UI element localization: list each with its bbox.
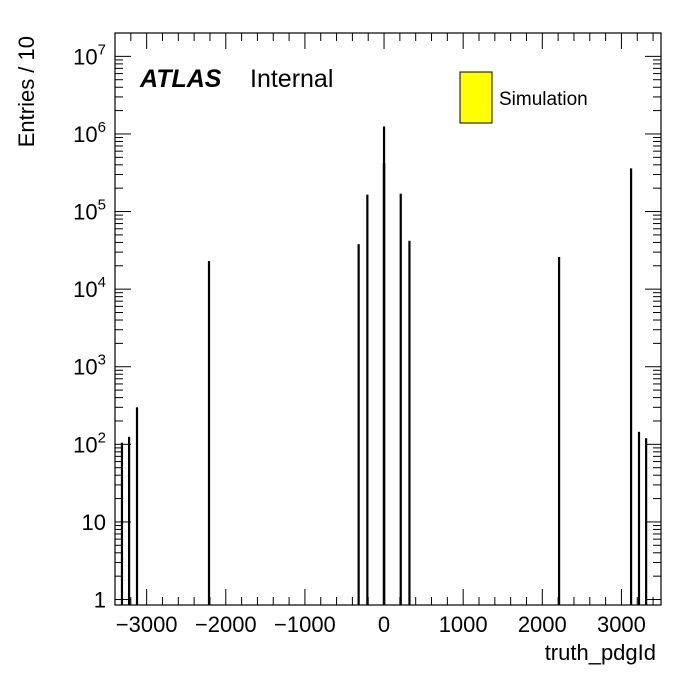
x-tick-labels: −3000 −2000 −1000 0 1000 2000 3000 (116, 612, 646, 637)
histogram-bar (399, 193, 402, 605)
histogram-bar (366, 194, 369, 605)
x-axis-label: truth_pdgId (545, 640, 656, 665)
histogram-bar (629, 168, 633, 606)
y-tick-label: 10 (82, 510, 106, 535)
x-tick-label: 1000 (439, 612, 488, 637)
atlas-label: ATLAS (139, 65, 222, 93)
plot-frame (114, 32, 662, 606)
legend-swatch (459, 71, 493, 124)
histogram-bar (207, 261, 211, 605)
y-tick-label: 1 (94, 588, 106, 613)
y-tick-label: 103 (73, 352, 106, 380)
legend-label: Simulation (499, 89, 588, 110)
x-tick-label: −2000 (195, 612, 257, 637)
x-tick-label: −3000 (116, 612, 178, 637)
y-tick-label: 102 (73, 429, 106, 457)
x-tick-label: 3000 (597, 612, 646, 637)
y-axis-label: Entries / 10 (14, 36, 39, 147)
histogram-bar (120, 442, 124, 605)
histogram-bar (557, 256, 561, 605)
x-tick-label: 2000 (518, 612, 567, 637)
x-tick-label: −1000 (274, 612, 336, 637)
axis-layer (114, 32, 661, 605)
histogram-bar (637, 431, 641, 605)
y-tick-label: 105 (73, 197, 106, 225)
histogram-bar (135, 407, 139, 605)
y-tick-labels: 1 10 102 103 104 105 106 107 (73, 41, 106, 612)
bars-layer (120, 126, 648, 606)
atlas-annotation: ATLAS Internal (139, 65, 333, 93)
histogram-bar (383, 163, 386, 605)
histogram-bar (127, 436, 131, 605)
x-tick-label: 0 (378, 612, 390, 637)
legend: Simulation (459, 71, 588, 124)
y-tick-label: 104 (73, 274, 106, 302)
histogram-bar (408, 240, 411, 605)
y-tick-label: 107 (73, 41, 106, 69)
y-tick-label: 106 (73, 119, 106, 147)
internal-label: Internal (250, 65, 333, 93)
histogram-bar (357, 244, 360, 605)
